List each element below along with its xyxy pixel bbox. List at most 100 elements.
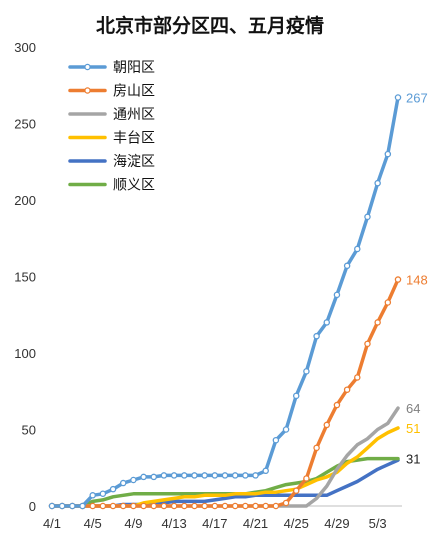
data-point — [58, 502, 66, 510]
x-tick-label: 4/5 — [84, 516, 102, 531]
y-tick-label: 100 — [14, 346, 36, 361]
data-point — [231, 472, 239, 479]
data-point — [384, 150, 392, 158]
end-data-label: 51 — [406, 421, 420, 436]
end-data-label: 31 — [406, 452, 420, 467]
legend-item: 通州区 — [68, 107, 155, 123]
x-tick-label: 5/3 — [369, 516, 387, 531]
axes: 0 50 100 150 200 250 300 4/1 4/5 4/9 4/13 4/17 4/21 4… — [14, 40, 402, 531]
data-point — [150, 473, 158, 481]
data-point — [140, 502, 147, 510]
data-point — [99, 502, 107, 510]
data-point — [343, 386, 351, 393]
data-point — [384, 299, 392, 306]
data-point — [364, 340, 371, 348]
data-point — [394, 276, 402, 283]
data-point — [211, 502, 219, 510]
data-point — [89, 502, 96, 510]
data-point — [191, 472, 198, 479]
y-tick-label: 300 — [14, 40, 36, 55]
data-point — [262, 502, 269, 510]
data-point — [303, 368, 310, 375]
data-point — [119, 502, 127, 510]
data-point — [313, 332, 320, 340]
data-point — [119, 479, 127, 487]
x-tick-label: 4/9 — [124, 516, 142, 531]
end-labels: 267 148 64 51 31 — [406, 90, 428, 466]
data-point — [79, 502, 86, 510]
data-point — [221, 502, 229, 510]
y-tick-label: 250 — [14, 117, 36, 132]
data-point — [323, 421, 331, 429]
data-point — [130, 476, 137, 484]
data-point — [160, 502, 168, 510]
series-line — [50, 95, 400, 508]
data-point — [364, 213, 371, 221]
end-data-label: 148 — [406, 273, 428, 288]
data-point — [160, 472, 168, 479]
data-point — [242, 472, 249, 479]
legend-item: 房山区 — [68, 84, 155, 100]
legend-label: 顺义区 — [113, 178, 155, 194]
data-point — [282, 426, 290, 433]
data-point — [272, 436, 280, 444]
series-lines — [48, 94, 402, 510]
legend-marker — [84, 63, 91, 71]
x-tick-label: 4/25 — [284, 516, 309, 531]
x-tick-label: 4/13 — [161, 516, 186, 531]
series-0 — [48, 94, 402, 510]
data-point — [374, 179, 381, 187]
data-point — [292, 487, 300, 494]
data-point — [354, 374, 361, 381]
data-point — [48, 502, 56, 510]
data-point — [181, 502, 188, 510]
data-point — [303, 475, 310, 482]
data-point — [170, 502, 178, 510]
legend-item: 朝阳区 — [68, 60, 155, 76]
data-point — [221, 472, 229, 479]
end-data-label: 267 — [406, 90, 428, 105]
data-point — [191, 502, 198, 510]
legend-marker — [84, 87, 91, 94]
data-point — [231, 502, 239, 510]
data-point — [333, 291, 341, 299]
legend-label: 海淀区 — [113, 154, 155, 170]
x-tick-label: 4/17 — [202, 516, 227, 531]
data-point — [109, 485, 117, 493]
data-point — [354, 245, 361, 253]
data-point — [140, 473, 147, 481]
x-tick-label: 4/29 — [324, 516, 349, 531]
data-point — [201, 472, 208, 479]
legend-label: 通州区 — [113, 107, 155, 123]
x-tick-label: 4/1 — [43, 516, 61, 531]
data-point — [272, 502, 280, 510]
legend-item: 顺义区 — [68, 178, 155, 194]
data-point — [343, 262, 351, 270]
data-point — [252, 502, 259, 510]
data-point — [89, 492, 96, 499]
legend-label: 丰台区 — [113, 131, 155, 147]
end-data-label: 64 — [406, 401, 420, 416]
legend-item: 丰台区 — [68, 131, 155, 147]
data-point — [333, 401, 341, 409]
data-point — [282, 499, 290, 507]
chart-title: 北京市部分区四、五月疫情 — [96, 14, 324, 37]
y-tick-label: 150 — [14, 270, 36, 285]
data-point — [252, 472, 259, 479]
data-point — [323, 319, 331, 326]
data-point — [242, 502, 249, 510]
data-point — [181, 472, 188, 479]
data-point — [99, 490, 107, 498]
data-point — [292, 392, 300, 400]
x-tick-label: 4/21 — [243, 516, 268, 531]
legend-label: 朝阳区 — [113, 60, 155, 76]
legend-label: 房山区 — [113, 84, 155, 100]
data-point — [374, 319, 381, 326]
y-tick-label: 200 — [14, 193, 36, 208]
legend-item: 海淀区 — [68, 154, 155, 170]
data-point — [130, 502, 137, 510]
data-point — [201, 502, 208, 510]
